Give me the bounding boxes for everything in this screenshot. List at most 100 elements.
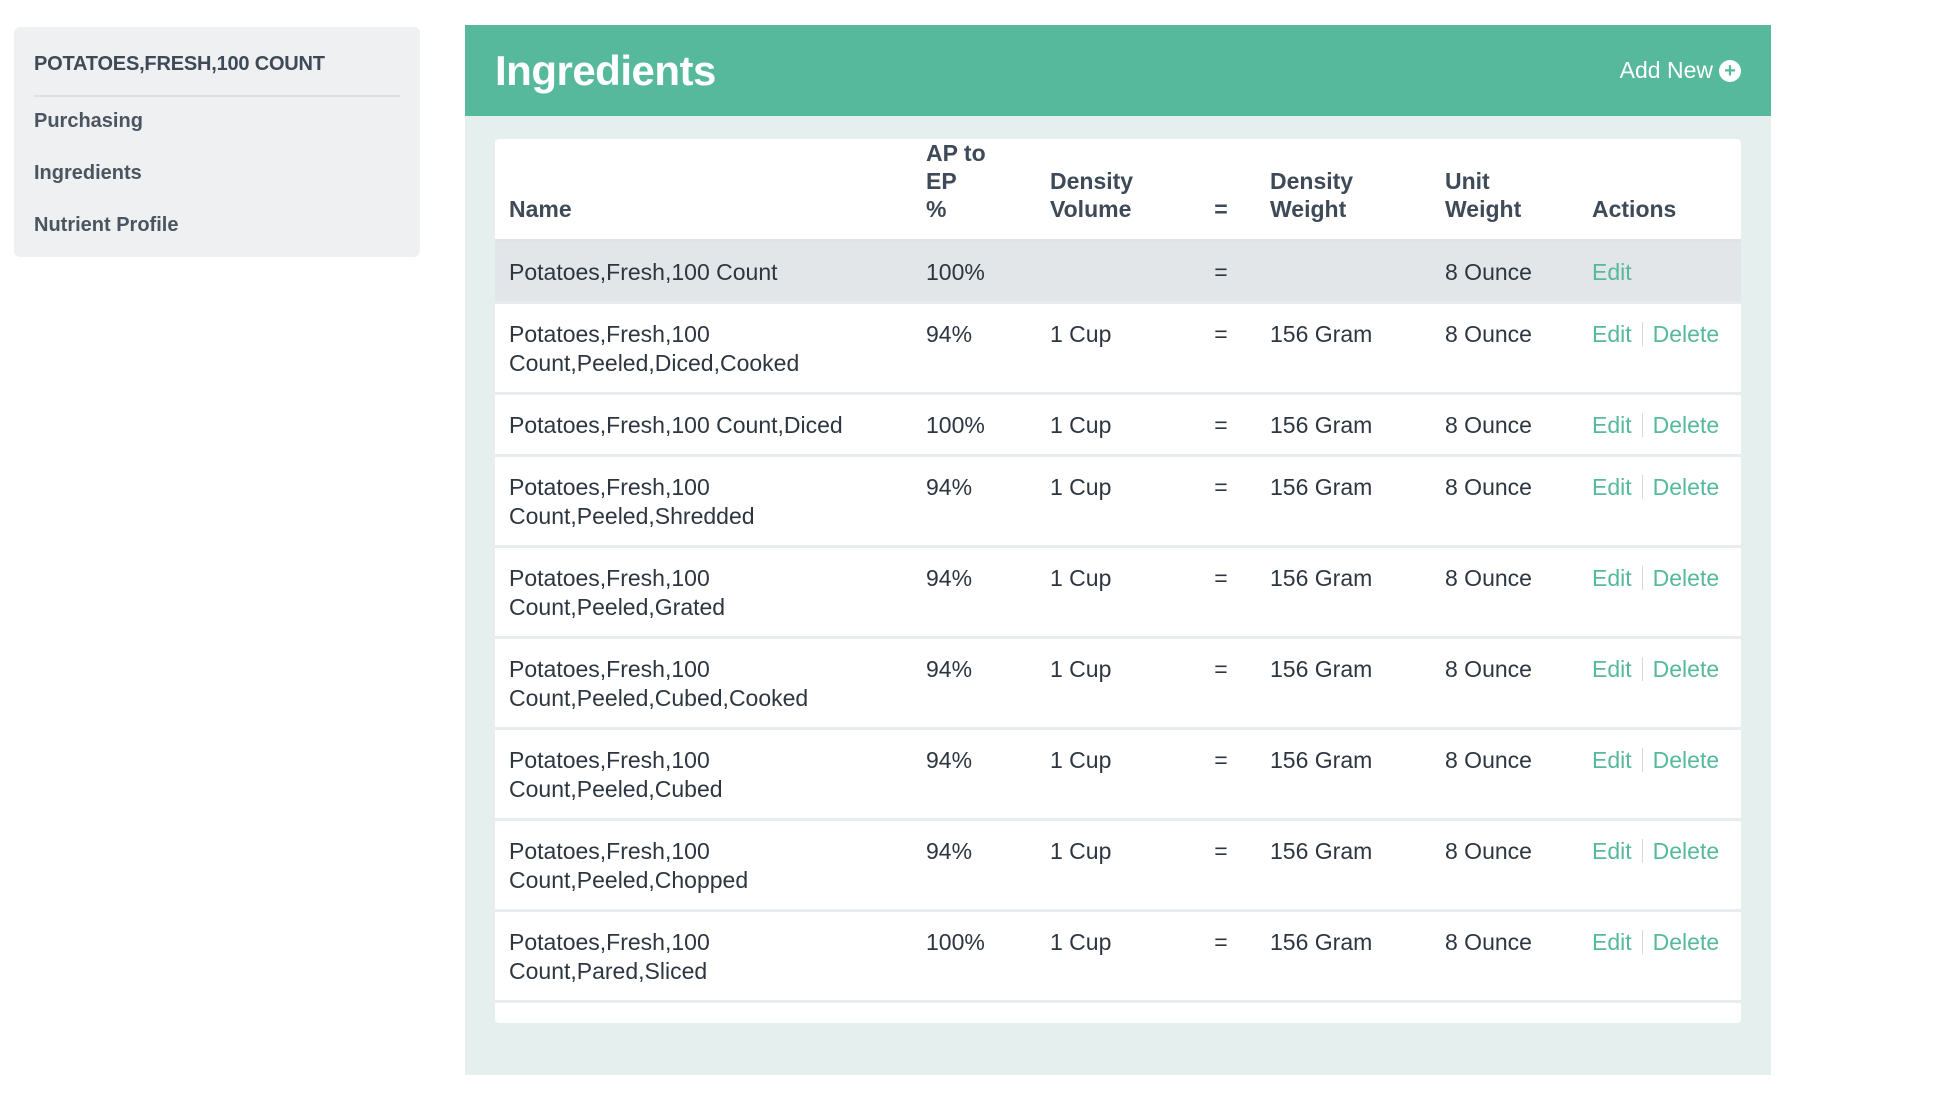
delete-link[interactable]: Delete — [1652, 565, 1720, 591]
table-row[interactable]: Potatoes,Fresh,100 Count 100% = 8 Ounce … — [495, 240, 1741, 304]
table-row[interactable]: Potatoes,Fresh,100 Count,Peeled,Diced,Co… — [495, 302, 1741, 395]
table-row[interactable]: Potatoes,Fresh,100 Count,Peeled,Cubed,Co… — [495, 637, 1741, 730]
delete-link[interactable]: Delete — [1652, 412, 1720, 438]
cell-unit-weight: 8 Ounce — [1431, 240, 1578, 304]
action-divider — [1641, 839, 1643, 863]
cell-density-volume: 1 Cup — [1036, 910, 1186, 1003]
cell-density-weight: 156 Gram — [1256, 728, 1431, 821]
cell-name: Potatoes,Fresh,100 Count,Diced — [495, 393, 912, 457]
cell-density-volume: 1 Cup — [1036, 546, 1186, 639]
delete-link[interactable]: Delete — [1652, 929, 1720, 955]
table-row[interactable]: Potatoes,Fresh,100 Count,Peeled,Shredded… — [495, 455, 1741, 548]
add-new-label: Add New — [1619, 57, 1713, 83]
page-title: Ingredients — [495, 46, 716, 94]
cell-density-volume: 1 Cup — [1036, 455, 1186, 548]
cell-unit-weight: 8 Ounce — [1431, 546, 1578, 639]
action-divider — [1641, 748, 1643, 772]
cell-unit-weight: 8 Ounce — [1431, 393, 1578, 457]
cell-equals: = — [1186, 455, 1256, 548]
cell-ap-ep: 94% — [912, 728, 1036, 821]
cell-actions: Edit Delete — [1578, 910, 1741, 1003]
cell-actions: Edit Delete — [1578, 819, 1741, 912]
edit-link[interactable]: Edit — [1592, 565, 1632, 591]
action-divider — [1641, 657, 1643, 681]
table-row[interactable]: Potatoes,Fresh,100 Count,Peeled,Chopped … — [495, 819, 1741, 912]
table-header-row: Name AP to EP% Density Volume = Density We… — [495, 139, 1741, 242]
edit-link[interactable]: Edit — [1592, 929, 1632, 955]
cell-equals: = — [1186, 393, 1256, 457]
cell-density-weight: 156 Gram — [1256, 302, 1431, 395]
cell-ap-ep: 94% — [912, 302, 1036, 395]
cell-density-weight: 156 Gram — [1256, 637, 1431, 730]
header-unit-weight[interactable]: Unit Weight — [1431, 139, 1578, 242]
cell-name: Potatoes,Fresh,100 Count — [495, 240, 912, 304]
cell-density-volume: 1 Cup — [1036, 637, 1186, 730]
edit-link[interactable]: Edit — [1592, 412, 1632, 438]
sidebar: POTATOES,FRESH,100 COUNT Purchasing Ingr… — [14, 27, 420, 257]
cell-ap-ep: 100% — [912, 393, 1036, 457]
header-ap-to-ep[interactable]: AP to EP% — [912, 139, 1036, 242]
cell-actions: Edit Delete — [1578, 546, 1741, 639]
cell-name: Potatoes,Fresh,100 Count,Peeled,Diced,Co… — [495, 302, 912, 395]
sidebar-item-nutrient-profile[interactable]: Nutrient Profile — [34, 214, 179, 236]
cell-ap-ep: 94% — [912, 637, 1036, 730]
cell-actions: Edit Delete — [1578, 728, 1741, 821]
action-divider — [1641, 322, 1643, 346]
delete-link[interactable]: Delete — [1652, 747, 1720, 773]
header-density-volume[interactable]: Density Volume — [1036, 139, 1186, 242]
add-new-button[interactable]: Add New + — [1620, 57, 1741, 84]
cell-density-weight — [1256, 240, 1431, 304]
edit-link[interactable]: Edit — [1592, 838, 1632, 864]
cell-equals: = — [1186, 546, 1256, 639]
table-row[interactable]: Potatoes,Fresh,100 Count,Peeled,Grated 9… — [495, 546, 1741, 639]
cell-density-weight: 156 Gram — [1256, 819, 1431, 912]
edit-link[interactable]: Edit — [1592, 656, 1632, 682]
table-row[interactable]: Potatoes,Fresh,100 Count,Peeled,Cubed 94… — [495, 728, 1741, 821]
plus-circle-icon: + — [1719, 59, 1741, 82]
edit-link[interactable]: Edit — [1592, 321, 1632, 347]
cell-density-weight: 156 Gram — [1256, 546, 1431, 639]
cell-name: Potatoes,Fresh,100 Count,Peeled,Cubed,Co… — [495, 637, 912, 730]
sidebar-title: POTATOES,FRESH,100 COUNT — [34, 27, 400, 97]
cell-density-volume: 1 Cup — [1036, 302, 1186, 395]
cell-equals: = — [1186, 240, 1256, 304]
cell-equals: = — [1186, 728, 1256, 821]
ingredients-table: Name AP to EP% Density Volume = Density We… — [495, 139, 1741, 1003]
cell-ap-ep: 94% — [912, 819, 1036, 912]
cell-ap-ep: 94% — [912, 455, 1036, 548]
panel-header: Ingredients Add New + — [465, 25, 1771, 116]
cell-name: Potatoes,Fresh,100 Count,Pared,Sliced — [495, 910, 912, 1003]
edit-link[interactable]: Edit — [1592, 747, 1632, 773]
cell-density-weight: 156 Gram — [1256, 455, 1431, 548]
delete-link[interactable]: Delete — [1652, 656, 1720, 682]
table-row[interactable]: Potatoes,Fresh,100 Count,Pared,Sliced 10… — [495, 910, 1741, 1003]
delete-link[interactable]: Delete — [1652, 838, 1720, 864]
cell-actions: Edit Delete — [1578, 637, 1741, 730]
cell-unit-weight: 8 Ounce — [1431, 302, 1578, 395]
cell-density-volume: 1 Cup — [1036, 393, 1186, 457]
edit-link[interactable]: Edit — [1592, 259, 1632, 285]
sidebar-item-ingredients[interactable]: Ingredients — [34, 162, 142, 184]
sidebar-item-purchasing[interactable]: Purchasing — [34, 110, 143, 132]
delete-link[interactable]: Delete — [1652, 321, 1720, 347]
cell-unit-weight: 8 Ounce — [1431, 910, 1578, 1003]
cell-name: Potatoes,Fresh,100 Count,Peeled,Grated — [495, 546, 912, 639]
cell-actions: Edit Delete — [1578, 393, 1741, 457]
cell-equals: = — [1186, 819, 1256, 912]
cell-name: Potatoes,Fresh,100 Count,Peeled,Shredded — [495, 455, 912, 548]
header-name[interactable]: Name — [495, 139, 912, 242]
cell-density-volume: 1 Cup — [1036, 819, 1186, 912]
edit-link[interactable]: Edit — [1592, 474, 1632, 500]
cell-unit-weight: 8 Ounce — [1431, 637, 1578, 730]
header-density-weight[interactable]: Density Weight — [1256, 139, 1431, 242]
cell-unit-weight: 8 Ounce — [1431, 819, 1578, 912]
delete-link[interactable]: Delete — [1652, 474, 1720, 500]
cell-actions: Edit Delete — [1578, 455, 1741, 548]
header-actions: Actions — [1578, 139, 1741, 242]
table-row[interactable]: Potatoes,Fresh,100 Count,Diced 100% 1 Cu… — [495, 393, 1741, 457]
cell-name: Potatoes,Fresh,100 Count,Peeled,Cubed — [495, 728, 912, 821]
cell-ap-ep: 94% — [912, 546, 1036, 639]
action-divider — [1641, 930, 1643, 954]
cell-actions: Edit — [1578, 240, 1741, 304]
cell-equals: = — [1186, 302, 1256, 395]
